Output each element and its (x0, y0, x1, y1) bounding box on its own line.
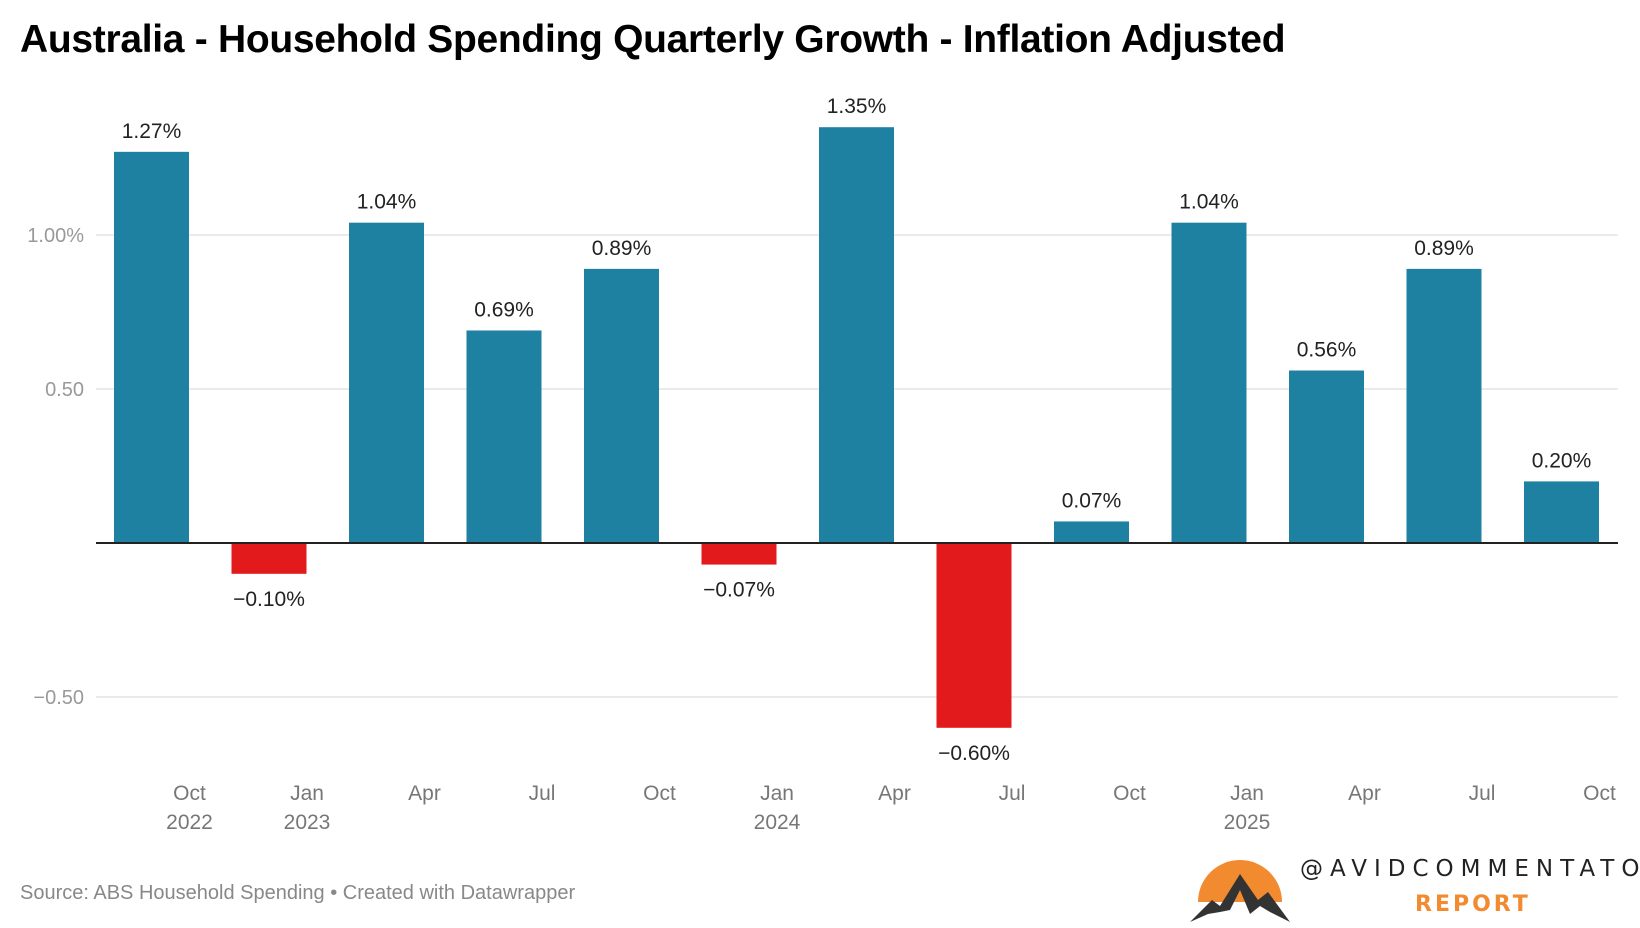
x-tick-label: Apr (408, 782, 441, 805)
x-tick-label: Jul (1469, 782, 1496, 805)
bar (1171, 222, 1247, 543)
x-tick-year-label: 2024 (754, 811, 801, 834)
bar (1524, 481, 1599, 543)
x-tick-label: Oct (173, 782, 206, 805)
x-tick-year-label: 2022 (166, 811, 213, 834)
bar (231, 543, 307, 574)
data-label: 0.07% (1062, 489, 1122, 512)
x-tick-label: Apr (1348, 782, 1381, 805)
bar (349, 222, 424, 543)
x-tick-label: Jul (999, 782, 1026, 805)
x-tick-label: Oct (1113, 782, 1146, 805)
bar (1289, 370, 1364, 543)
data-label: −0.60% (938, 742, 1010, 765)
x-tick-label: Oct (1583, 782, 1616, 805)
data-label: 0.69% (474, 298, 534, 321)
x-tick-label: Apr (878, 782, 911, 805)
y-tick-label: 0.50 (45, 379, 84, 401)
x-tick-label: Oct (643, 782, 676, 805)
bar (701, 543, 777, 565)
x-tick-year-label: 2023 (284, 811, 331, 834)
mountain-sun-icon (1190, 860, 1290, 922)
source-note: Source: ABS Household Spending • Created… (20, 882, 576, 904)
data-label: 1.04% (1179, 191, 1239, 214)
data-label: 1.04% (357, 191, 417, 214)
data-label: 0.20% (1532, 449, 1592, 472)
bar (466, 330, 542, 543)
data-label: −0.10% (233, 588, 305, 611)
bar (114, 151, 189, 543)
logo-handle: @AVIDCOMMENTATOR (1300, 856, 1640, 882)
y-tick-label: −0.50 (33, 687, 84, 709)
data-label: 1.35% (827, 95, 887, 118)
x-tick-label: Jan (290, 782, 324, 805)
bar (1054, 521, 1129, 543)
chart-title: Australia - Household Spending Quarterly… (20, 18, 1286, 61)
x-tick-year-label: 2025 (1224, 811, 1271, 834)
x-tick-label: Jan (760, 782, 794, 805)
data-label: 1.27% (122, 120, 182, 143)
logo: @AVIDCOMMENTATOR Report (1190, 850, 1640, 925)
logo-subtitle: Report (1415, 892, 1531, 917)
bar (936, 543, 1012, 728)
bar-chart: 1.00% 0.50 −0.50 1.27% Oct 2022 −0.10% Jan 2023 1… (27, 95, 1618, 834)
data-label: 0.89% (592, 237, 652, 260)
y-tick-label: 1.00% (27, 225, 84, 247)
data-label: 0.56% (1297, 339, 1357, 362)
data-label: 0.89% (1414, 237, 1474, 260)
data-label: −0.07% (703, 579, 775, 602)
bar (584, 268, 659, 543)
x-tick-label: Jan (1230, 782, 1264, 805)
bar (1406, 268, 1482, 543)
x-tick-label: Jul (529, 782, 556, 805)
bar (819, 127, 894, 543)
